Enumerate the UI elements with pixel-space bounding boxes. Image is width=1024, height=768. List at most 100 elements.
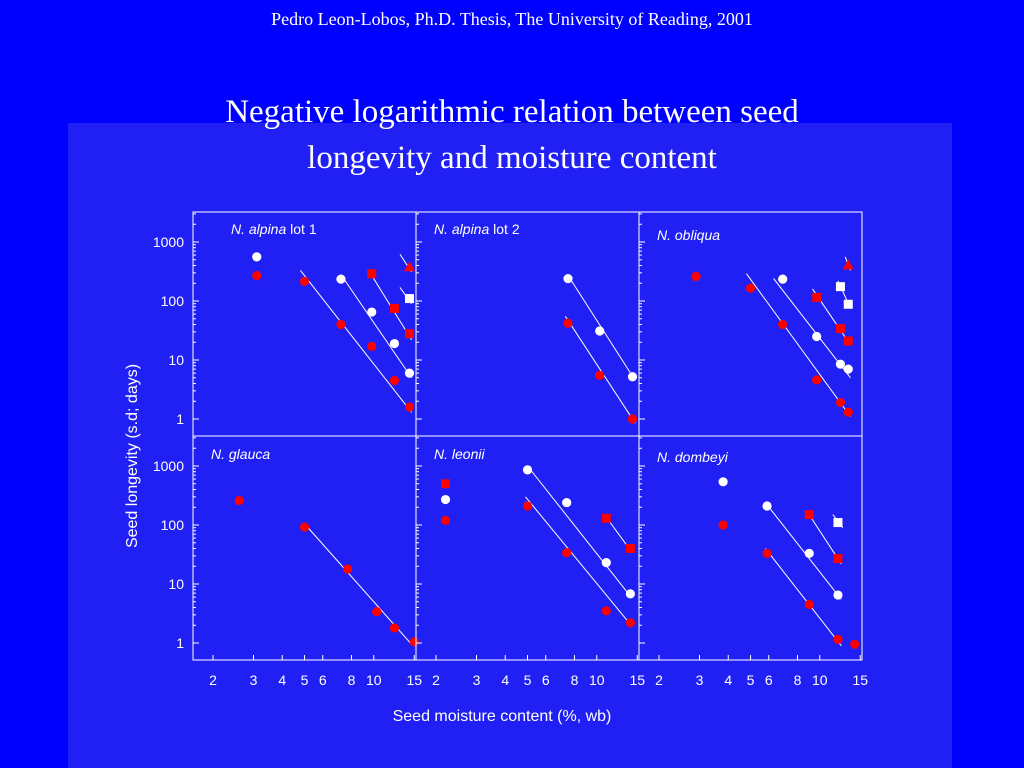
y-tick-label: 10 <box>168 576 184 592</box>
data-point-circle <box>389 623 400 633</box>
regression-line <box>746 273 851 417</box>
data-point-circle <box>601 606 611 616</box>
y-tick-label: 1000 <box>153 234 184 250</box>
data-point-circle <box>367 307 377 317</box>
data-point-circle <box>389 338 400 349</box>
panel-label: N. dombeyi <box>657 449 729 465</box>
data-point-circle <box>562 548 572 558</box>
data-point-square <box>404 329 414 339</box>
panel-frame <box>192 435 417 661</box>
data-point-circle <box>804 548 814 559</box>
slide-title-line-2: longevity and moisture content <box>307 140 717 176</box>
data-point-circle <box>625 589 635 599</box>
data-point-circle <box>778 274 788 284</box>
regression-line <box>766 504 842 600</box>
data-point-circle <box>440 515 451 525</box>
data-point-circle <box>691 271 701 282</box>
data-point-circle <box>562 497 572 508</box>
data-point-square <box>835 282 845 292</box>
x-tick-label: 3 <box>250 672 258 688</box>
x-tick-label: 5 <box>301 672 309 688</box>
x-tick-label: 15 <box>406 672 422 688</box>
x-axis-title: Seed moisture content (%, wb) <box>393 708 612 725</box>
data-point-circle <box>843 407 853 417</box>
y-tick-label: 100 <box>161 517 185 533</box>
data-point-circle <box>718 520 728 530</box>
x-tick-label: 10 <box>589 672 605 688</box>
data-point-circle <box>372 607 382 617</box>
data-point-circle <box>625 618 635 628</box>
data-point-square <box>812 292 822 302</box>
slide-title-line-1: Negative logarithmic relation between se… <box>225 94 799 130</box>
data-point-square <box>601 513 611 523</box>
x-tick-label: 3 <box>696 672 704 688</box>
x-tick-label: 4 <box>278 672 286 688</box>
data-point-square <box>441 479 451 489</box>
panel-label: N. alpina lot 1 <box>231 221 317 237</box>
data-point-square <box>833 518 843 528</box>
data-point-square <box>625 543 635 553</box>
header-band <box>0 0 1024 123</box>
data-point-circle <box>778 319 788 330</box>
regression-line <box>527 465 632 598</box>
data-point-square <box>404 294 414 304</box>
data-point-square <box>843 336 853 346</box>
panel-label: N. leonii <box>434 446 485 462</box>
data-point-circle <box>299 522 310 532</box>
panel-6: 2 3 4 5 6 8 10 15 N. dombeyi <box>638 435 868 688</box>
data-point-circle <box>409 637 419 647</box>
y-tick-label: 10 <box>168 352 184 368</box>
regression-line <box>764 548 842 647</box>
data-point-circle <box>522 465 533 475</box>
panel-3: N. obliqua <box>638 211 863 437</box>
data-point-square <box>367 269 377 279</box>
data-point-square <box>389 303 399 313</box>
x-tick-label: 8 <box>794 672 802 688</box>
data-point-square <box>843 299 853 309</box>
x-tick-label: 3 <box>473 672 481 688</box>
data-point-circle <box>850 639 860 649</box>
data-point-circle <box>343 564 353 574</box>
data-point-circle <box>563 318 573 328</box>
data-point-circle <box>718 477 728 487</box>
x-tick-label: 10 <box>812 672 828 688</box>
data-point-circle <box>762 501 772 511</box>
data-point-circle <box>595 326 605 336</box>
panel-frame <box>192 211 417 437</box>
data-point-circle <box>833 634 843 645</box>
panel-frame <box>638 435 863 661</box>
panel-frame <box>415 211 640 437</box>
data-point-circle <box>595 370 605 380</box>
data-point-circle <box>522 501 533 511</box>
regression-line <box>525 496 632 626</box>
x-tick-label: 15 <box>629 672 645 688</box>
data-point-circle <box>762 548 772 559</box>
data-point-circle <box>234 495 244 506</box>
data-point-circle <box>367 341 377 352</box>
x-tick-label: 10 <box>366 672 382 688</box>
panel-label: N. obliqua <box>657 227 720 243</box>
data-point-triangle <box>842 259 854 270</box>
x-tick-label: 2 <box>209 672 217 688</box>
panel-frame <box>638 211 863 437</box>
regression-line <box>300 270 412 413</box>
data-point-circle <box>336 274 346 284</box>
panel-5: 2 3 4 5 6 8 10 15 N. leonii <box>415 435 645 688</box>
data-point-circle <box>843 364 853 374</box>
panel-label: N. glauca <box>211 446 270 462</box>
panel-label-species: N. obliqua <box>657 227 720 243</box>
x-tick-label: 4 <box>724 672 732 688</box>
panel-label-species: N. dombeyi <box>657 449 729 465</box>
y-tick-label: 100 <box>161 293 185 309</box>
data-point-circle <box>252 270 262 281</box>
x-tick-label: 2 <box>432 672 440 688</box>
x-tick-label: 5 <box>747 672 755 688</box>
data-point-circle <box>389 375 400 386</box>
regression-line <box>564 316 636 424</box>
x-tick-label: 5 <box>524 672 532 688</box>
panel-label-suffix: lot 1 <box>286 221 317 237</box>
panel-label-species: N. glauca <box>211 446 270 462</box>
data-point-circle <box>601 558 611 568</box>
data-point-circle <box>563 273 573 284</box>
